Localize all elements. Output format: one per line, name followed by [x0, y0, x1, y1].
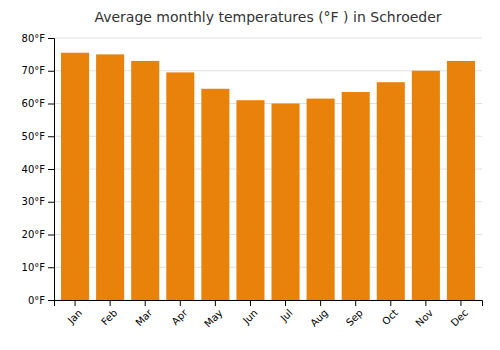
- x-tick-label: Mar: [133, 306, 155, 328]
- x-axis-line: [55, 301, 483, 307]
- grid-line: [54, 38, 482, 39]
- bar: [236, 100, 264, 300]
- x-tick: May: [202, 300, 224, 329]
- y-tick-mark: [48, 267, 54, 268]
- y-tick: 30°F: [22, 196, 54, 207]
- x-tick-mark: [250, 300, 251, 306]
- x-tick-label: Sep: [344, 307, 365, 328]
- x-tick-label: Oct: [380, 307, 400, 327]
- x-tick-label: Jul: [278, 307, 295, 324]
- y-tick: 80°F: [22, 33, 54, 44]
- y-tick-label: 70°F: [22, 65, 46, 76]
- bar: [272, 104, 300, 301]
- bar: [131, 61, 159, 300]
- x-tick: Nov: [413, 300, 435, 329]
- y-tick-mark: [48, 235, 54, 236]
- x-tick: Apr: [169, 300, 190, 327]
- x-tick: Aug: [308, 300, 330, 329]
- bar: [307, 99, 335, 300]
- x-tick-label: Apr: [169, 306, 190, 327]
- y-tick-label: 30°F: [22, 196, 46, 207]
- x-tick-mark: [215, 300, 216, 306]
- chart-container: Average monthly temperatures (°F ) in Sc…: [0, 0, 500, 350]
- bar: [61, 53, 89, 300]
- bar: [412, 71, 440, 300]
- x-tick: Feb: [99, 300, 119, 327]
- x-tick-label: Dec: [449, 307, 470, 328]
- y-tick-mark: [48, 104, 54, 105]
- x-tick: Jun: [240, 300, 260, 327]
- bar: [342, 92, 370, 300]
- x-tick-mark: [425, 300, 426, 306]
- bar: [96, 54, 124, 300]
- x-tick-label: Jan: [65, 307, 84, 326]
- bars: [61, 53, 475, 300]
- y-tick-label: 40°F: [22, 164, 46, 175]
- x-tick: Jan: [65, 300, 84, 326]
- x-tick-mark: [320, 300, 321, 306]
- x-tick-label: Feb: [99, 307, 119, 327]
- x-tick-mark: [460, 300, 461, 306]
- x-tick-mark: [285, 300, 286, 306]
- x-tick-label: Aug: [308, 307, 330, 329]
- x-tick-mark: [180, 300, 181, 306]
- x-tick: Oct: [380, 300, 400, 327]
- bar: [377, 82, 405, 300]
- x-tick-label: May: [202, 307, 224, 329]
- x-axis: Jan Feb Mar Apr May Jun Jul Aug Sep Oct Nov Dec: [55, 300, 483, 329]
- y-tick-label: 20°F: [22, 229, 46, 240]
- bar: [201, 89, 229, 300]
- y-tick-label: 10°F: [22, 262, 46, 273]
- plot: 0°F 10°F 20°F 30°F 40°F 50°F 60°F 70°F 80°F Jan Fe…: [22, 33, 483, 330]
- x-tick-mark: [145, 300, 146, 306]
- y-tick-label: 80°F: [22, 33, 46, 44]
- y-axis-line: [48, 39, 55, 301]
- x-tick: Sep: [344, 300, 365, 328]
- x-tick-mark: [75, 300, 76, 306]
- y-tick-mark: [48, 71, 54, 72]
- y-tick-mark: [48, 136, 54, 137]
- x-tick: Jul: [278, 300, 295, 324]
- y-tick-mark: [48, 202, 54, 203]
- bar: [447, 61, 475, 300]
- y-axis: 0°F 10°F 20°F 30°F 40°F 50°F 60°F 70°F 80°F: [22, 33, 55, 306]
- x-tick-mark: [355, 300, 356, 306]
- y-tick: 70°F: [22, 65, 54, 76]
- y-tick: 60°F: [22, 98, 54, 109]
- y-tick-mark: [48, 38, 54, 39]
- x-tick: Mar: [133, 300, 155, 328]
- y-tick: 40°F: [22, 164, 54, 175]
- x-tick-mark: [390, 300, 391, 306]
- x-tick: Dec: [449, 300, 470, 329]
- y-tick: 50°F: [22, 131, 54, 142]
- y-tick-label: 60°F: [22, 98, 46, 109]
- grid: [54, 38, 482, 300]
- x-tick-label: Jun: [240, 307, 260, 327]
- x-tick-label: Nov: [413, 307, 435, 329]
- chart-svg: Average monthly temperatures (°F ) in Sc…: [0, 0, 500, 350]
- bar: [166, 72, 194, 300]
- y-tick-label: 0°F: [28, 295, 45, 306]
- x-tick-mark: [110, 300, 111, 306]
- y-tick-mark: [48, 300, 54, 301]
- chart-title: Average monthly temperatures (°F ) in Sc…: [94, 9, 441, 25]
- y-tick: 10°F: [22, 262, 54, 273]
- y-tick: 0°F: [28, 295, 54, 306]
- y-tick: 20°F: [22, 229, 54, 240]
- y-tick-label: 50°F: [22, 131, 46, 142]
- y-tick-mark: [48, 169, 54, 170]
